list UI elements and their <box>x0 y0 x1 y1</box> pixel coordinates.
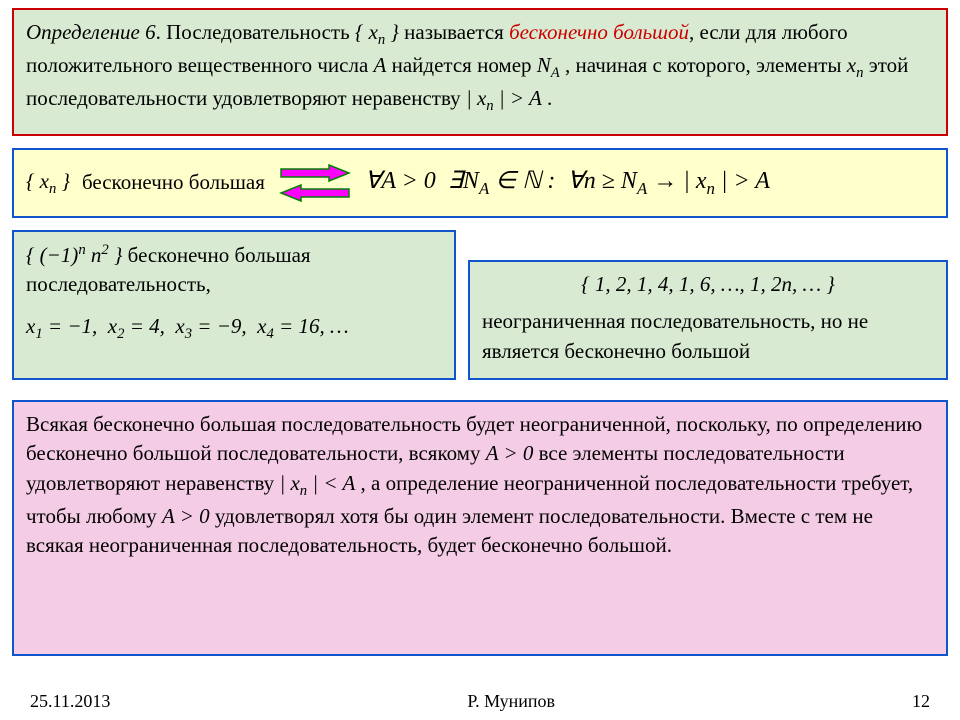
rem-f3: A > 0 <box>162 504 210 528</box>
def-ineq: | xn | > A <box>466 86 542 110</box>
formal-box: { xn } бесконечно большая ∀A > 0 ∃NA ∈ ℕ… <box>12 148 948 218</box>
ex1-seq: { (−1)n n2 } <box>26 243 122 267</box>
arrow-right-icon <box>279 163 351 183</box>
formal-formula: ∀A > 0 ∃NA ∈ ℕ : ∀n ≥ NA → | xn | > A <box>365 165 770 200</box>
def-t4: найдется номер <box>386 53 536 77</box>
ex2-seq: { 1, 2, 1, 4, 1, 6, …, 1, 2n, … } <box>482 270 934 299</box>
def-A: A <box>374 53 387 77</box>
footer-page: 12 <box>912 691 930 712</box>
def-xn: xn <box>847 53 864 77</box>
slide-footer: 25.11.2013 Р. Мунипов 12 <box>0 691 960 712</box>
definition-box: Определение 6. Последовательность { xn }… <box>12 8 948 136</box>
rem-f2: | xn | < A <box>279 471 355 495</box>
def-t5: , начиная с которого, элементы <box>560 53 847 77</box>
example1-box: { (−1)n n2 } бесконечно большая последов… <box>12 230 456 380</box>
biimplication-arrows <box>279 163 351 203</box>
def-t2: называется <box>399 20 509 44</box>
remark-box: Всякая бесконечно большая последовательн… <box>12 400 948 656</box>
ex2-text: неограниченная последовательность, но не… <box>482 307 934 366</box>
formal-seq: { xn } <box>26 167 70 200</box>
rem-f1: A > 0 <box>486 441 534 465</box>
footer-author: Р. Мунипов <box>467 691 555 712</box>
def-t7: . <box>542 86 553 110</box>
def-title: Определение 6 <box>26 20 156 44</box>
def-NA: NA <box>537 53 560 77</box>
def-term: бесконечно большой <box>509 20 689 44</box>
ex1-values: x1 = −1, x2 = 4, x3 = −9, x4 = 16, … <box>26 312 442 345</box>
def-t1: . Последовательность <box>156 20 355 44</box>
arrow-left-icon <box>279 183 351 203</box>
formal-label: бесконечно большая <box>82 168 265 197</box>
example2-box: { 1, 2, 1, 4, 1, 6, …, 1, 2n, … } неогра… <box>468 260 948 380</box>
def-seq: { xn } <box>355 20 399 44</box>
footer-date: 25.11.2013 <box>30 691 110 712</box>
